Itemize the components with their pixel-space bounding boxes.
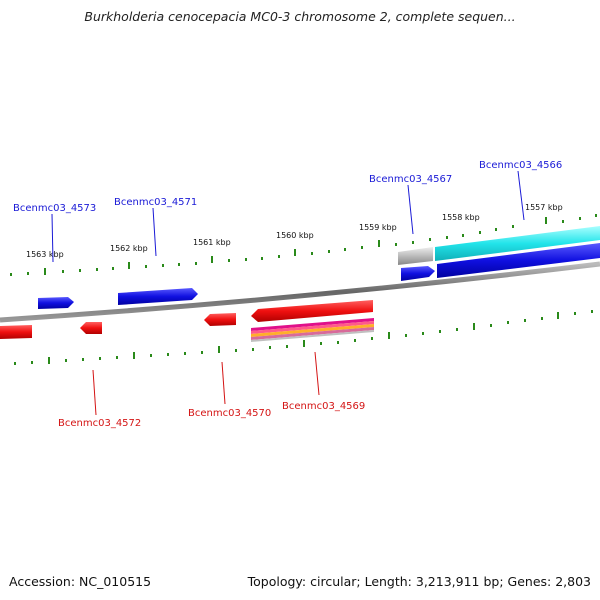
accession-text: Accession: NC_010515: [9, 574, 152, 589]
gene-bcenmc03-4574[interactable]: [0, 325, 32, 339]
striped-feature[interactable]: [251, 318, 374, 342]
cyan-feature[interactable]: [435, 226, 600, 261]
scale-label-1561: 1561 kbp: [193, 238, 231, 247]
bottom-tick-row: [14, 310, 593, 365]
label-bcenmc03-4567[interactable]: Bcenmc03_4567: [369, 174, 452, 185]
gene-bcenmc03-4570[interactable]: [204, 313, 236, 326]
top-tick-row: [10, 214, 597, 276]
scale-label-1560: 1560 kbp: [276, 231, 314, 240]
gene-bcenmc03-4571[interactable]: [118, 288, 198, 305]
top-gene-labels: Bcenmc03_4573 Bcenmc03_4571 Bcenmc03_456…: [13, 160, 562, 263]
bottom-gene-labels: Bcenmc03_4572 Bcenmc03_4570 Bcenmc03_456…: [58, 351, 365, 429]
gene-bcenmc03-4567[interactable]: [401, 266, 435, 281]
label-bcenmc03-4566[interactable]: Bcenmc03_4566: [479, 160, 562, 171]
label-bcenmc03-4571[interactable]: Bcenmc03_4571: [114, 197, 197, 208]
forward-strand-track: [38, 243, 600, 309]
scale-label-1558: 1558 kbp: [442, 213, 480, 222]
label-bcenmc03-4572[interactable]: Bcenmc03_4572: [58, 418, 141, 429]
scale-label-1563: 1563 kbp: [26, 250, 64, 259]
topology-summary: Topology: circular; Length: 3,213,911 bp…: [247, 574, 591, 589]
gene-bcenmc03-4566[interactable]: [437, 243, 600, 278]
reverse-strand-track: [0, 300, 373, 339]
gene-bcenmc03-4569[interactable]: [251, 300, 373, 322]
scale-label-1562: 1562 kbp: [110, 244, 148, 253]
scale-label-1559: 1559 kbp: [359, 223, 397, 232]
gene-bcenmc03-4572[interactable]: [80, 322, 102, 334]
gene-bcenmc03-4573[interactable]: [38, 297, 74, 309]
gray-feature[interactable]: [398, 247, 433, 265]
scale-label-1557: 1557 kbp: [525, 203, 563, 212]
label-bcenmc03-4570[interactable]: Bcenmc03_4570: [188, 408, 271, 419]
map-title: Burkholderia cenocepacia MC0-3 chromosom…: [84, 9, 516, 24]
label-bcenmc03-4573[interactable]: Bcenmc03_4573: [13, 203, 96, 214]
label-bcenmc03-4569[interactable]: Bcenmc03_4569: [282, 401, 365, 412]
chromosome-backbone: [0, 261, 600, 323]
feature-track: [398, 226, 600, 265]
